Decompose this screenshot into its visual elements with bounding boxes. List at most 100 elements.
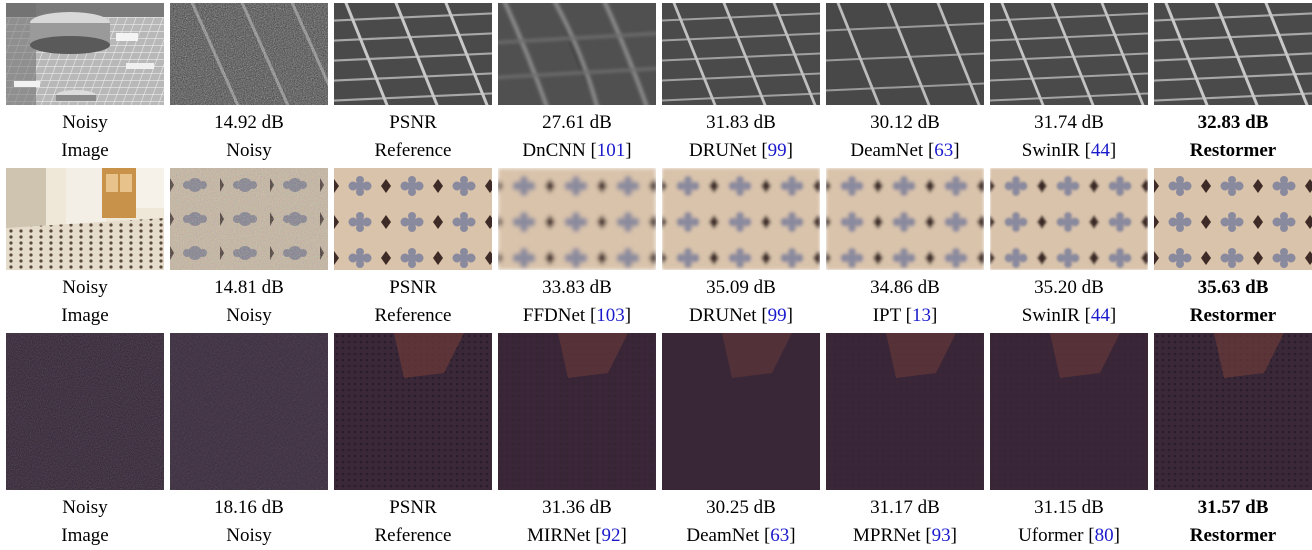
caption-line2: Reference [374, 525, 452, 546]
caption-line2: FFDNet [103] [522, 305, 632, 326]
figure-cell: PSNR Reference [334, 3, 492, 161]
figure-cell: 32.83 dB Restormer [1154, 3, 1312, 161]
caption-line2: Restormer [1189, 140, 1277, 161]
caption-line1: 27.61 dB [542, 112, 612, 133]
caption-line2: DnCNN [101] [522, 140, 632, 161]
method-name: DeamNet [850, 140, 924, 161]
method-result-patch [662, 333, 820, 490]
caption-line2: Image [61, 305, 109, 326]
reference-patch [334, 3, 492, 105]
caption-line2: DRUNet [99] [689, 140, 793, 161]
caption-line2: Restormer [1189, 525, 1277, 546]
citation-link[interactable]: 101 [596, 140, 626, 161]
citation-link[interactable]: 80 [1094, 525, 1114, 546]
caption-line1: 31.17 dB [870, 497, 940, 518]
method-result-patch [498, 333, 656, 490]
caption-line1: Noisy [62, 497, 108, 518]
caption-line1: PSNR [389, 112, 437, 133]
figure-cell: 31.83 dB DRUNet [99] [662, 3, 820, 161]
citation-link[interactable]: 13 [911, 305, 931, 326]
citation-link[interactable]: 44 [1090, 305, 1110, 326]
citation-link[interactable]: 93 [931, 525, 951, 546]
caption-line2: Reference [374, 305, 452, 326]
caption-line2: Noisy [226, 140, 272, 161]
citation-link[interactable]: 103 [596, 305, 625, 326]
citation-link[interactable]: 63 [770, 525, 790, 546]
caption-line1: 35.09 dB [706, 277, 776, 298]
noisy-image-thumbnail [6, 333, 164, 490]
caption-line1: PSNR [389, 497, 437, 518]
caption-line2: DeamNet [63] [850, 140, 960, 161]
restormer-result-patch [1154, 333, 1312, 490]
method-result-patch [990, 333, 1148, 490]
citation-link[interactable]: 63 [934, 140, 954, 161]
method-name: Uformer [1018, 525, 1084, 546]
citation-link[interactable]: 92 [601, 525, 621, 546]
caption-line2: DRUNet [99] [689, 305, 793, 326]
caption-line1: 14.81 dB [214, 277, 284, 298]
method-result-patch [498, 168, 656, 270]
method-name: DnCNN [522, 140, 586, 161]
method-name: FFDNet [522, 305, 586, 326]
method-name: SwinIR [1021, 305, 1080, 326]
caption-line2: Reference [374, 140, 452, 161]
caption-line1: 31.83 dB [706, 112, 776, 133]
figure-cell: 31.15 dB Uformer [80] [990, 333, 1148, 546]
citation-link[interactable]: 99 [767, 140, 787, 161]
caption-line1: 32.83 dB [1197, 112, 1269, 133]
caption-line1: 14.92 dB [214, 112, 284, 133]
method-name: MIRNet [527, 525, 591, 546]
caption-line2: MPRNet [93] [853, 525, 957, 546]
caption-line2: SwinIR [44] [1021, 140, 1117, 161]
caption-line2: SwinIR [44] [1021, 305, 1117, 326]
figure-cell: Noisy Image [6, 333, 164, 546]
caption-line1: Noisy [62, 277, 108, 298]
figure-cell: 30.25 dB DeamNet [63] [662, 333, 820, 546]
figure-cell: Noisy Image [6, 3, 164, 161]
method-name: IPT [872, 305, 901, 326]
caption-line1: 30.25 dB [706, 497, 776, 518]
caption-line1: 31.36 dB [542, 497, 612, 518]
figure-cell: 31.74 dB SwinIR [44] [990, 3, 1148, 161]
figure-cell: 31.36 dB MIRNet [92] [498, 333, 656, 546]
figure-cell: PSNR Reference [334, 168, 492, 326]
caption-line1: 34.86 dB [870, 277, 940, 298]
caption-line1: Noisy [62, 112, 108, 133]
figure-cell: 31.17 dB MPRNet [93] [826, 333, 984, 546]
caption-line1: 30.12 dB [870, 112, 940, 133]
method-result-patch [826, 333, 984, 490]
noisy-image-thumbnail [6, 3, 164, 105]
caption-line2: IPT [13] [872, 305, 938, 326]
caption-line1: 31.74 dB [1034, 112, 1104, 133]
caption-line2: Image [61, 140, 109, 161]
caption-line1: 31.15 dB [1034, 497, 1104, 518]
method-result-patch [990, 168, 1148, 270]
caption-line2: Noisy [226, 305, 272, 326]
figure-cell: 35.20 dB SwinIR [44] [990, 168, 1148, 326]
caption-line1: 18.16 dB [214, 497, 284, 518]
method-name: MPRNet [853, 525, 921, 546]
method-result-patch [826, 3, 984, 105]
caption-line2: Image [61, 525, 109, 546]
citation-link[interactable]: 44 [1090, 140, 1110, 161]
caption-line1: 35.20 dB [1034, 277, 1104, 298]
caption-line1: 33.83 dB [542, 277, 612, 298]
method-result-patch [826, 168, 984, 270]
method-result-patch [662, 3, 820, 105]
figure-cell: 18.16 dB Noisy [170, 333, 328, 546]
caption-line2: MIRNet [92] [527, 525, 627, 546]
figure-cell: PSNR Reference [334, 333, 492, 546]
figure-cell: 35.09 dB DRUNet [99] [662, 168, 820, 326]
figure-cell: 35.63 dB Restormer [1154, 168, 1312, 326]
figure-cell: Noisy Image [6, 168, 164, 326]
noisy-patch [170, 168, 328, 270]
noisy-patch [170, 333, 328, 490]
method-result-patch [498, 3, 656, 105]
restormer-result-patch [1154, 3, 1312, 105]
method-name: DeamNet [686, 525, 760, 546]
caption-line1: 35.63 dB [1197, 277, 1269, 298]
caption-line1: PSNR [389, 277, 437, 298]
caption-line2: Noisy [226, 525, 272, 546]
citation-link[interactable]: 99 [767, 305, 787, 326]
